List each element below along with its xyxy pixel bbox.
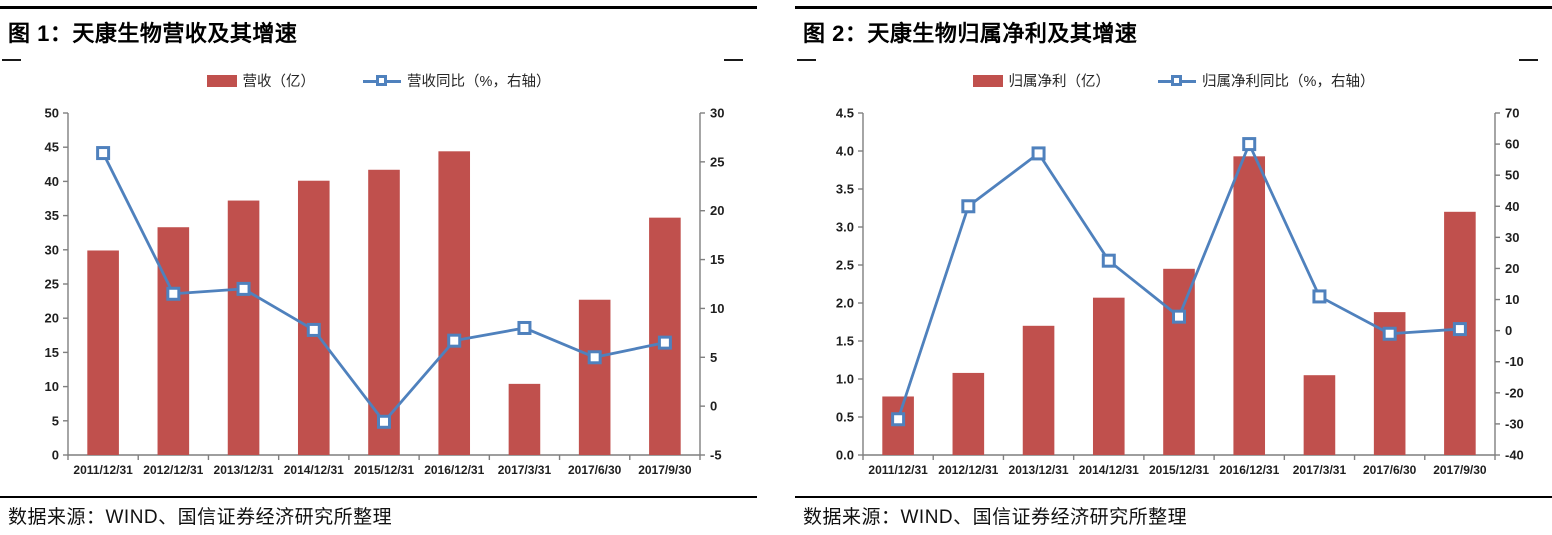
title-underline-left-dash xyxy=(2,59,21,61)
svg-text:2015/12/31: 2015/12/31 xyxy=(354,463,414,477)
svg-text:60: 60 xyxy=(1505,137,1519,152)
svg-text:50: 50 xyxy=(1505,168,1519,183)
svg-text:40: 40 xyxy=(1505,199,1519,214)
svg-text:2014/12/31: 2014/12/31 xyxy=(284,463,344,477)
svg-text:2017/3/31: 2017/3/31 xyxy=(498,463,552,477)
figure-top-rule xyxy=(795,6,1552,9)
svg-text:1.5: 1.5 xyxy=(836,334,854,349)
bar-series-swatch-icon xyxy=(206,74,237,87)
svg-text:2017/9/30: 2017/9/30 xyxy=(638,463,692,477)
svg-text:3.5: 3.5 xyxy=(836,182,854,197)
title-underline-left-dash xyxy=(797,59,816,61)
svg-text:-5: -5 xyxy=(710,448,722,463)
svg-text:2014/12/31: 2014/12/31 xyxy=(1079,463,1139,477)
svg-text:30: 30 xyxy=(1505,230,1519,245)
svg-text:2.0: 2.0 xyxy=(836,296,854,311)
revenue-combo-chart: 0 5 10 15 20 25 30 35 40 45 50 -5 0 5 10 15 20 25 30 2011/1… xyxy=(45,106,725,478)
svg-text:70: 70 xyxy=(1505,106,1519,121)
legend-item-net-profit-bar: 归属净利（亿） xyxy=(972,70,1111,91)
svg-text:2013/12/31: 2013/12/31 xyxy=(214,463,274,477)
figure-title: 图 1：天康生物营收及其增速 xyxy=(8,21,298,46)
svg-text:2017/6/30: 2017/6/30 xyxy=(1363,463,1417,477)
svg-text:10: 10 xyxy=(710,301,724,316)
svg-text:10: 10 xyxy=(1505,292,1519,307)
svg-text:0.0: 0.0 xyxy=(836,448,854,463)
svg-text:2012/12/31: 2012/12/31 xyxy=(938,463,998,477)
svg-text:0.5: 0.5 xyxy=(836,410,854,425)
line-series-swatch-icon xyxy=(1158,74,1197,87)
svg-text:2016/12/31: 2016/12/31 xyxy=(424,463,484,477)
svg-text:35: 35 xyxy=(45,208,59,223)
figure-title: 图 2：天康生物归属净利及其增速 xyxy=(803,21,1138,46)
svg-text:1.0: 1.0 xyxy=(836,372,854,387)
svg-text:3.0: 3.0 xyxy=(836,220,854,235)
svg-text:2017/3/31: 2017/3/31 xyxy=(1293,463,1347,477)
svg-text:2011/12/31: 2011/12/31 xyxy=(868,463,928,477)
legend-item-net-profit-yoy-line: 归属净利同比（%，右轴） xyxy=(1158,70,1374,91)
svg-text:5: 5 xyxy=(52,413,59,428)
svg-text:-10: -10 xyxy=(1505,354,1524,369)
legend-label: 归属净利同比（%，右轴） xyxy=(1202,74,1375,90)
figure-panel-revenue: 图 1：天康生物营收及其增速 营收（亿） 营收同比（%，右轴） 0 5 10 15 20… xyxy=(0,0,757,535)
svg-text:45: 45 xyxy=(45,140,59,155)
svg-text:2016/12/31: 2016/12/31 xyxy=(1219,463,1279,477)
svg-text:0: 0 xyxy=(1505,323,1512,338)
title-underline-right-dash xyxy=(1519,59,1538,61)
data-source-note: 数据来源：WIND、国信证券经济研究所整理 xyxy=(803,507,1188,528)
svg-text:25: 25 xyxy=(45,277,59,292)
legend-label: 营收（亿） xyxy=(242,74,316,90)
svg-text:5: 5 xyxy=(710,350,717,365)
svg-text:2.5: 2.5 xyxy=(836,258,854,273)
svg-text:-30: -30 xyxy=(1505,416,1524,431)
svg-text:25: 25 xyxy=(710,154,724,169)
line-series-swatch-icon xyxy=(363,74,402,87)
svg-text:20: 20 xyxy=(45,311,59,326)
figure-panel-net-profit: 图 2：天康生物归属净利及其增速 归属净利（亿） 归属净利同比（%，右轴） 0.… xyxy=(795,0,1552,535)
svg-text:40: 40 xyxy=(45,174,59,189)
svg-text:-40: -40 xyxy=(1505,448,1524,463)
svg-text:2017/6/30: 2017/6/30 xyxy=(568,463,622,477)
svg-text:-20: -20 xyxy=(1505,385,1524,400)
svg-text:15: 15 xyxy=(710,252,724,267)
svg-text:30: 30 xyxy=(710,106,724,121)
svg-text:50: 50 xyxy=(45,106,59,121)
figure-bottom-rule xyxy=(795,496,1552,498)
svg-text:20: 20 xyxy=(710,203,724,218)
svg-text:20: 20 xyxy=(1505,261,1519,276)
legend-item-revenue-yoy-line: 营收同比（%，右轴） xyxy=(363,70,550,91)
svg-text:15: 15 xyxy=(45,345,59,360)
figure-bottom-rule xyxy=(0,496,757,498)
svg-text:4.0: 4.0 xyxy=(836,144,854,159)
figure-top-rule xyxy=(0,6,757,9)
svg-text:30: 30 xyxy=(45,242,59,257)
svg-text:2015/12/31: 2015/12/31 xyxy=(1149,463,1209,477)
bar-series-swatch-icon xyxy=(972,74,1003,87)
svg-text:2011/12/31: 2011/12/31 xyxy=(73,463,133,477)
svg-text:0: 0 xyxy=(52,448,59,463)
title-underline-right-dash xyxy=(724,59,743,61)
legend-label: 营收同比（%，右轴） xyxy=(407,74,551,90)
svg-text:2017/9/30: 2017/9/30 xyxy=(1433,463,1487,477)
svg-text:2013/12/31: 2013/12/31 xyxy=(1009,463,1069,477)
svg-text:2012/12/31: 2012/12/31 xyxy=(143,463,203,477)
svg-text:0: 0 xyxy=(710,399,717,414)
net-profit-combo-chart: 0.0 0.5 1.0 1.5 2.0 2.5 3.0 3.5 4.0 4.5 -40 -30 -20 -… xyxy=(836,106,1524,478)
legend-label: 归属净利（亿） xyxy=(1008,74,1111,90)
chart-legend: 归属净利（亿） 归属净利同比（%，右轴） xyxy=(795,70,1552,91)
svg-text:4.5: 4.5 xyxy=(836,106,854,121)
svg-text:10: 10 xyxy=(45,379,59,394)
data-source-note: 数据来源：WIND、国信证券经济研究所整理 xyxy=(8,507,393,528)
legend-item-revenue-bar: 营收（亿） xyxy=(206,70,316,91)
chart-legend: 营收（亿） 营收同比（%，右轴） xyxy=(0,70,757,91)
